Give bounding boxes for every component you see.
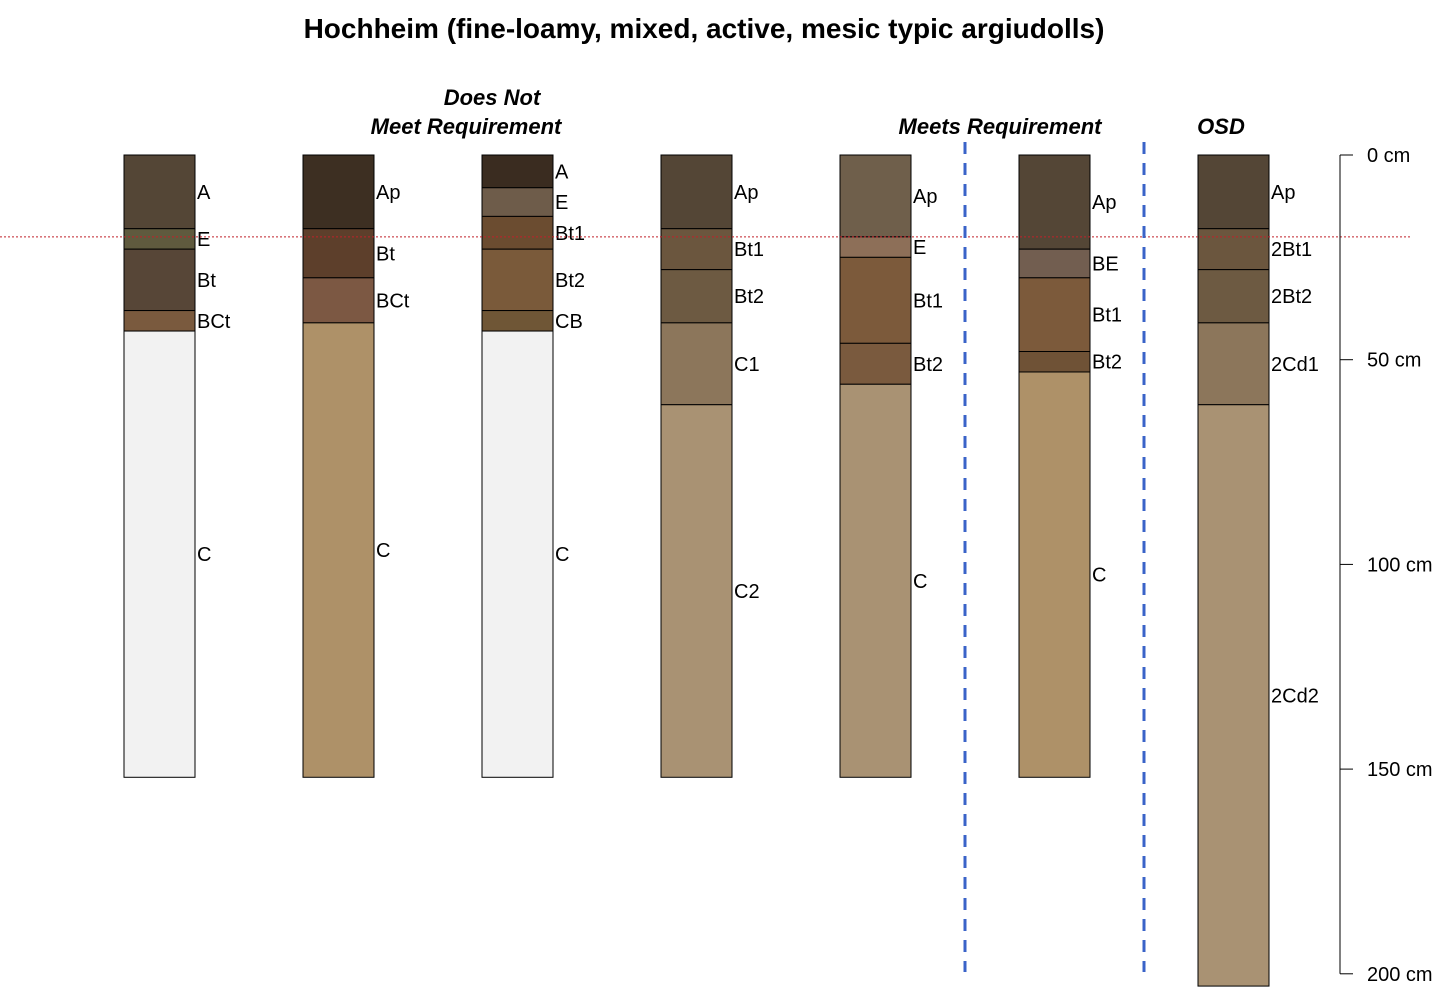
horizon-bt1: [1018, 277, 1091, 353]
horizon-ap: [302, 154, 375, 230]
horizon-label: Bt2: [555, 270, 585, 292]
horizon-label: Bt1: [1092, 305, 1122, 327]
horizon-c1: [660, 322, 733, 406]
horizon-label: Bt2: [1092, 352, 1122, 374]
horizon-c2: [660, 404, 733, 778]
horizon-label: Ap: [734, 182, 758, 204]
horizon-2cd1: [1197, 322, 1270, 406]
horizon-label: 2Bt1: [1271, 239, 1312, 261]
horizon-label: Ap: [913, 186, 937, 208]
horizon-bt2: [839, 342, 912, 385]
horizon-bt1: [660, 228, 733, 271]
horizon-label: C: [1092, 565, 1106, 587]
depth-tick-label: 150 cm: [1367, 759, 1433, 781]
horizon-cb: [481, 310, 554, 332]
horizon-label: Ap: [1092, 192, 1116, 214]
soil-profile-4: Ap Bt1 Bt2 C1 C2: [660, 154, 764, 778]
horizon-2bt1: [1197, 228, 1270, 271]
horizon-label: Bt: [197, 270, 216, 292]
horizon-ap: [660, 154, 733, 230]
horizon-label: C1: [734, 354, 760, 376]
horizon-bt: [123, 248, 196, 312]
horizon-c: [481, 330, 554, 778]
horizon-bt2: [1018, 351, 1091, 373]
horizon-label: E: [555, 192, 568, 214]
horizon-label: Bt1: [913, 290, 943, 312]
horizon-a: [481, 154, 554, 189]
horizon-bct: [123, 310, 196, 332]
horizon-label: C: [555, 544, 569, 566]
horizon-c: [302, 322, 375, 778]
group-label-osd: OSD: [1197, 114, 1245, 139]
horizon-bct: [302, 277, 375, 324]
horizon-ap: [1018, 154, 1091, 250]
horizon-e: [481, 187, 554, 217]
horizon-label: C: [197, 544, 211, 566]
horizon-label: Bt1: [734, 239, 764, 261]
soil-profile-6: Ap BE Bt1 Bt2 C: [1018, 154, 1122, 778]
horizon-bt2: [660, 269, 733, 324]
group-label-does-not-meet-line1: Does Not: [444, 85, 542, 110]
horizon-label: BCt: [197, 311, 231, 333]
figure-title: Hochheim (fine-loamy, mixed, active, mes…: [304, 13, 1105, 44]
horizon-label: Ap: [1271, 182, 1295, 204]
horizon-label: Bt2: [913, 354, 943, 376]
depth-tick-label: 200 cm: [1367, 964, 1433, 986]
horizon-c: [839, 383, 912, 778]
horizon-bt1: [481, 215, 554, 250]
horizon-bt: [302, 228, 375, 279]
group-label-meets-requirement: Meets Requirement: [899, 114, 1104, 139]
soil-profile-2: Ap Bt BCt C: [302, 154, 410, 778]
horizon-bt2: [481, 248, 554, 312]
horizon-e: [123, 228, 196, 250]
horizon-label: Ap: [376, 182, 400, 204]
soil-profile-3: AE Bt1 Bt2 CB C: [481, 154, 585, 778]
horizon-a: [123, 154, 196, 230]
group-label-does-not-meet-line2: Meet Requirement: [371, 114, 563, 139]
horizon-label: E: [913, 237, 926, 259]
horizon-2bt2: [1197, 269, 1270, 324]
overlay-layer: [0, 142, 1410, 972]
horizon-label: 2Cd1: [1271, 354, 1319, 376]
profiles-layer: AEBtBCtCApBtBCtCAEBt1Bt2CBCApBt1Bt2C1C2A…: [123, 154, 1319, 987]
horizon-label: Bt2: [734, 286, 764, 308]
horizon-bt1: [839, 256, 912, 344]
horizon-be: [1018, 248, 1091, 279]
horizon-label: Bt1: [555, 223, 585, 245]
horizon-label: 2Bt2: [1271, 286, 1312, 308]
horizon-label: C2: [734, 581, 760, 603]
horizon-c: [123, 330, 196, 778]
soil-profile-5: Ap E Bt1 Bt2 C: [839, 154, 943, 778]
horizon-ap: [839, 154, 912, 238]
depth-axis: 0 cm 50 cm 100 cm 150 cm 200 cm: [1339, 145, 1433, 986]
depth-tick-label: 0 cm: [1367, 145, 1410, 167]
horizon-label: C: [913, 571, 927, 593]
horizon-label: Bt: [376, 243, 395, 265]
soil-profile-7: Ap 2Bt1 2Bt2 2Cd1 2Cd2: [1197, 154, 1319, 987]
horizon-label: CB: [555, 311, 583, 333]
depth-tick-label: 100 cm: [1367, 554, 1433, 576]
horizon-label: C: [376, 540, 390, 562]
horizon-e: [839, 236, 912, 258]
horizon-label: A: [555, 161, 569, 183]
horizon-label: 2Cd2: [1271, 685, 1319, 707]
soil-profile-1: A E Bt BCt C: [123, 154, 231, 778]
depth-tick-label: 50 cm: [1367, 350, 1421, 372]
horizon-label: A: [197, 182, 211, 204]
horizon-c: [1018, 371, 1091, 778]
horizon-2cd2: [1197, 404, 1270, 987]
horizon-label: BCt: [376, 290, 410, 312]
horizon-label: BE: [1092, 253, 1119, 275]
horizon-ap: [1197, 154, 1270, 230]
horizon-label: E: [197, 229, 210, 251]
